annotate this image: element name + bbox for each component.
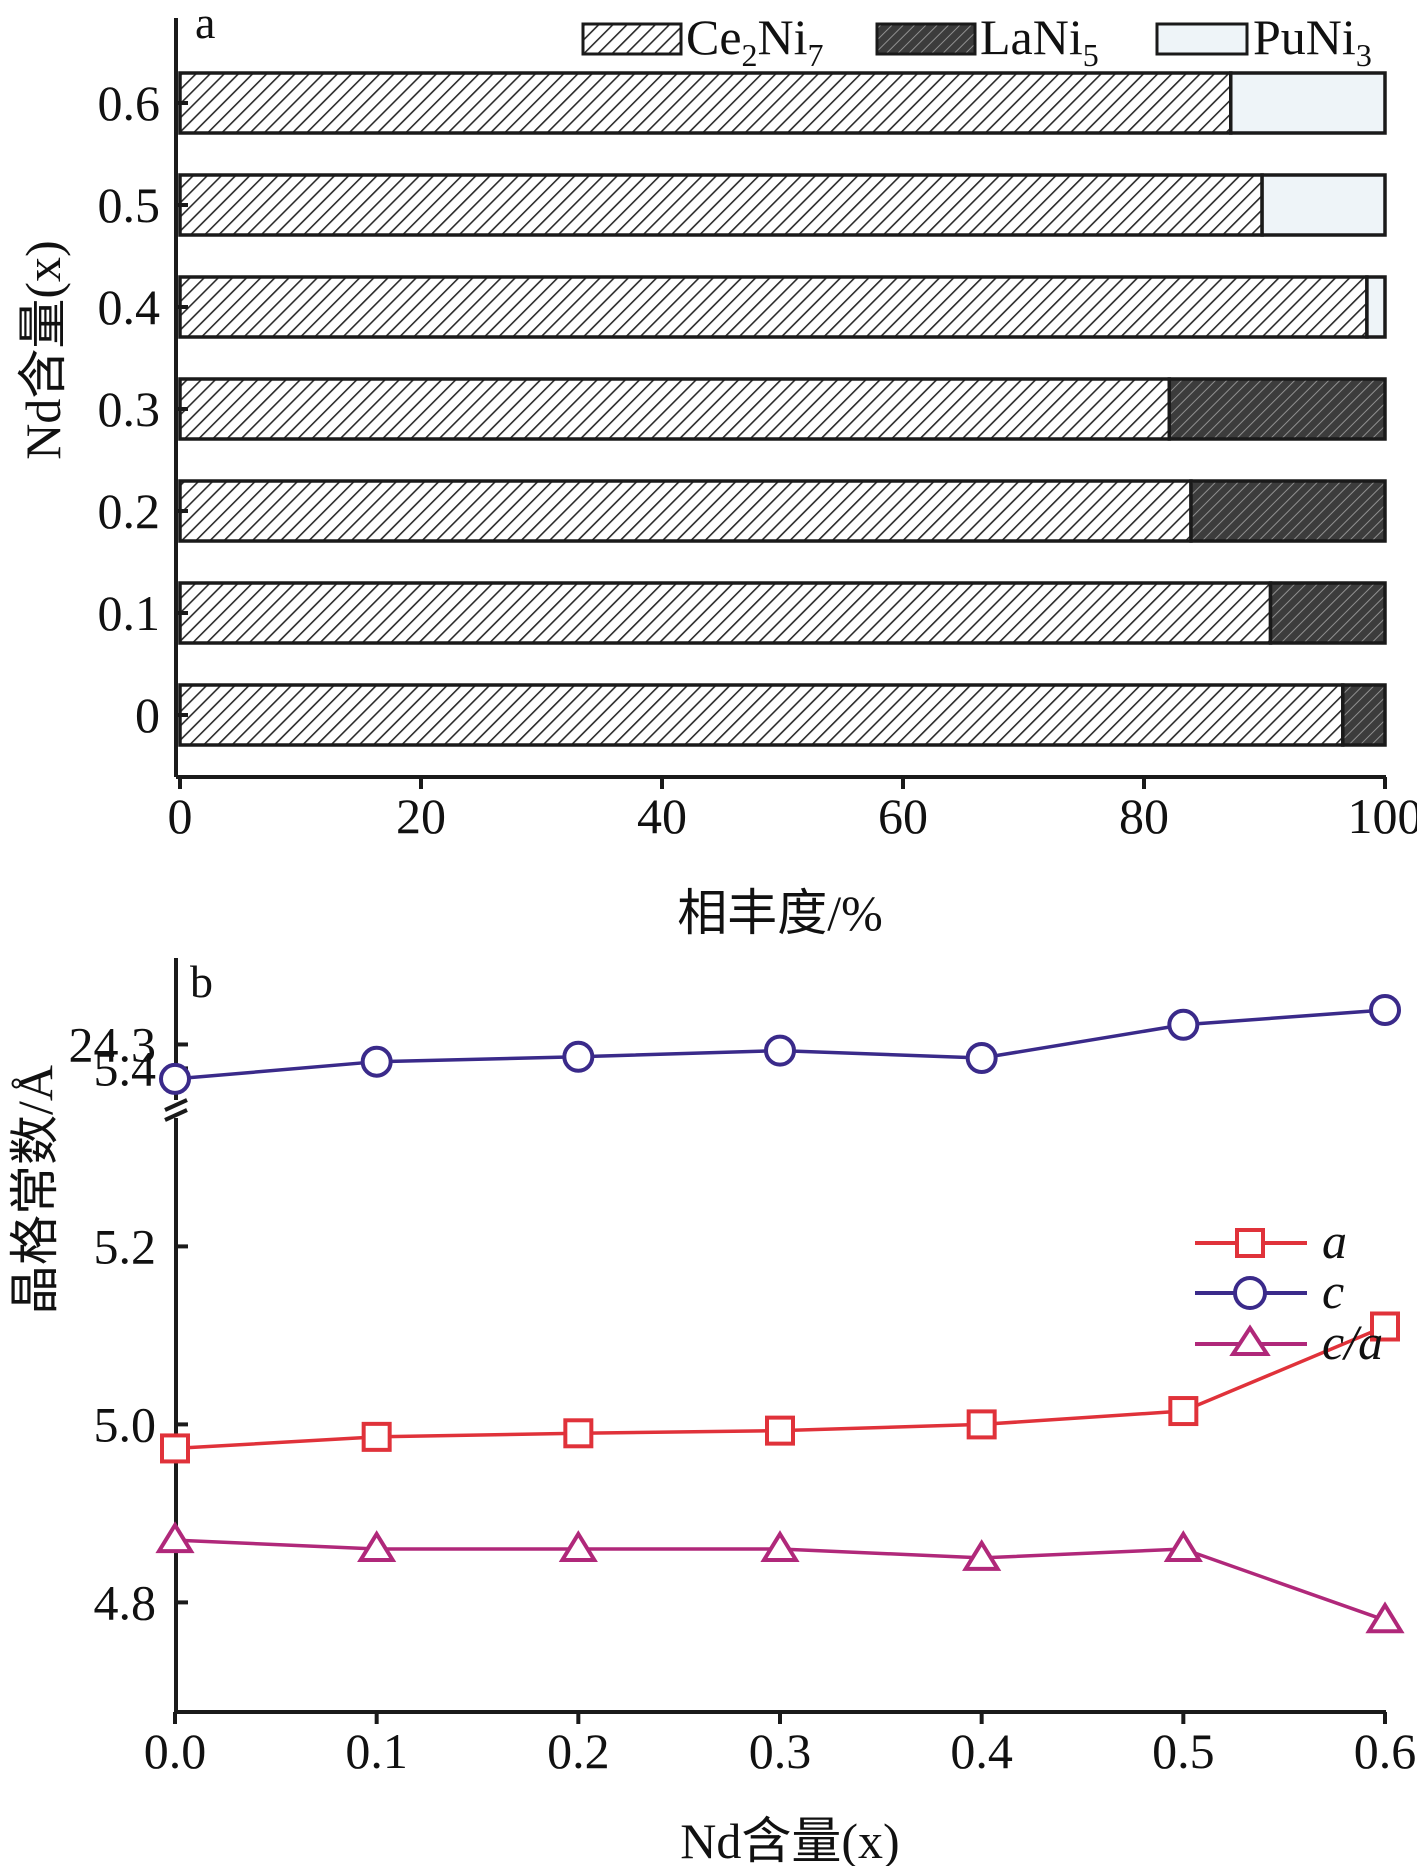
x-tick-label-b-0-1: 0.1 xyxy=(345,1723,408,1779)
axis-break-mark xyxy=(164,1108,188,1122)
x-tick-label-b-0-5: 0.5 xyxy=(1152,1723,1215,1779)
bar-lani5-0-1 xyxy=(1268,581,1387,645)
y-tick-label-a-0-2: 0.2 xyxy=(98,483,161,539)
point-c-over-a-0-1 xyxy=(357,1530,397,1562)
x-tick-label-a-20: 20 xyxy=(396,788,446,844)
series-b xyxy=(155,994,1405,1634)
point-c-over-a-0-6 xyxy=(1365,1601,1405,1634)
point-c-over-a-0-3 xyxy=(760,1530,800,1562)
point-c-0-6 xyxy=(1369,994,1401,1026)
point-c-over-a-0-2 xyxy=(558,1530,598,1562)
legend-swatch-ce2ni7 xyxy=(581,22,683,56)
x-axis-title-b: Nd含量(x) xyxy=(680,1813,899,1866)
y-tick-labels-b: 4.8 5.0 5.2 5.424.3 xyxy=(69,1016,157,1630)
x-tick-label-a-40: 40 xyxy=(637,788,687,844)
bar-lani5-0-3 xyxy=(1167,377,1387,441)
axes-b xyxy=(164,958,1387,1724)
bar-ce2ni7-0-2 xyxy=(178,479,1193,543)
x-tick-label-a-60: 60 xyxy=(878,788,928,844)
point-c-0-0 xyxy=(159,1062,191,1095)
panel-b-label: b xyxy=(190,956,213,1007)
y-axis-title-a: Nd含量(x) xyxy=(15,240,71,459)
point-c-0-5 xyxy=(1167,1008,1200,1041)
y-tick-label-b-4-8: 4.8 xyxy=(94,1574,157,1630)
y-tick-label-a-0: 0 xyxy=(135,687,160,743)
x-tick-label-b-0-4: 0.4 xyxy=(950,1723,1013,1779)
y-tick-label-a-0-1: 0.1 xyxy=(98,585,161,641)
panel-a-label: a xyxy=(195,0,215,48)
x-tick-label-b-0-2: 0.2 xyxy=(547,1723,610,1779)
phase-abundance-chart: a Ce2Ni7 LaNi5 PuNi3 0 0.1 0.2 0.3 0.4 0.5 0.6… xyxy=(15,0,1417,941)
legend-item-puni3: PuNi3 xyxy=(1155,9,1372,73)
point-c-0-1 xyxy=(360,1045,393,1078)
point-a-0-6 xyxy=(1370,1311,1400,1342)
y-tick-label-b-5-4: 5.4 xyxy=(94,1040,157,1096)
bar-ce2ni7-0-4 xyxy=(178,275,1369,339)
bar-puni3-0-5 xyxy=(1260,173,1387,237)
legend-label-c-over-a: c/a xyxy=(1322,1314,1383,1370)
bar-ce2ni7-0-6 xyxy=(178,71,1233,135)
bar-ce2ni7-0-1 xyxy=(178,581,1273,645)
point-a-0-1 xyxy=(361,1421,392,1452)
point-a-0-3 xyxy=(765,1415,795,1446)
y-tick-label-a-0-3: 0.3 xyxy=(98,381,161,437)
bar-ce2ni7-0 xyxy=(178,683,1345,747)
point-c-0-2 xyxy=(562,1040,595,1073)
point-c-over-a-0-0 xyxy=(155,1521,195,1554)
point-a-0-2 xyxy=(563,1418,594,1449)
legend-item-c-over-a: c/a xyxy=(1195,1314,1383,1370)
legend-b: a c c/a xyxy=(1195,1213,1383,1370)
point-c-over-a-0-5 xyxy=(1163,1530,1203,1562)
bar-puni3-0-4 xyxy=(1365,275,1387,339)
y-tick-label-a-0-6: 0.6 xyxy=(98,75,161,131)
point-a-0-4 xyxy=(966,1409,997,1440)
y-tick-label-a-0-5: 0.5 xyxy=(98,177,161,233)
legend-label-a: a xyxy=(1322,1213,1347,1269)
x-tick-label-b-0-0: 0.0 xyxy=(144,1723,207,1779)
y-tick-label-b-5-2: 5.2 xyxy=(94,1218,157,1274)
y-tick-labels-a: 0 0.1 0.2 0.3 0.4 0.5 0.6 xyxy=(98,75,161,743)
y-tick-label-b-5-0: 5.0 xyxy=(94,1396,157,1452)
point-c-0-3 xyxy=(764,1034,796,1067)
legend-a: Ce2Ni7 LaNi5 PuNi3 xyxy=(581,9,1372,73)
legend-item-ce2ni7: Ce2Ni7 xyxy=(581,9,824,73)
legend-item-a: a xyxy=(1195,1213,1347,1269)
x-tick-labels-a: 0 20 40 60 80 100 xyxy=(168,788,1417,844)
legend-label-ce2ni7: Ce2Ni7 xyxy=(686,9,824,73)
bars-a xyxy=(178,71,1387,747)
x-tick-label-a-0: 0 xyxy=(168,788,193,844)
legend-item-lani5: LaNi5 xyxy=(875,9,1099,73)
bar-ce2ni7-0-5 xyxy=(178,173,1264,237)
legend-swatch-puni3 xyxy=(1155,22,1249,56)
point-a-0-0 xyxy=(160,1433,190,1464)
legend-marker-circle xyxy=(1233,1276,1267,1310)
legend-swatch-lani5 xyxy=(875,22,977,56)
legend-label-lani5: LaNi5 xyxy=(980,9,1099,73)
point-c-0-4 xyxy=(965,1042,998,1074)
bar-puni3-0-6 xyxy=(1229,71,1387,135)
y-tick-label-b-24-3: 24.3 xyxy=(69,1016,157,1072)
bar-ce2ni7-0-3 xyxy=(178,377,1172,441)
point-a-0-5 xyxy=(1168,1396,1199,1427)
x-axis-title-a: 相丰度/% xyxy=(677,885,883,941)
lattice-constant-chart: b 4.8 5.0 5.2 5.424.3 0.0 0.1 0.2 0.3 0.4 0.5 0.6… xyxy=(7,956,1416,1866)
axis-break-mark xyxy=(164,1098,188,1112)
legend-item-c: c xyxy=(1195,1263,1344,1319)
legend-label-c: c xyxy=(1322,1263,1344,1319)
bar-lani5-0 xyxy=(1341,683,1387,747)
legend-marker-triangle xyxy=(1229,1324,1271,1356)
axes-a xyxy=(174,18,1387,789)
x-tick-label-b-0-3: 0.3 xyxy=(749,1723,812,1779)
legend-label-puni3: PuNi3 xyxy=(1253,9,1372,73)
x-tick-label-b-0-6: 0.6 xyxy=(1354,1723,1417,1779)
legend-marker-square xyxy=(1235,1228,1265,1258)
y-axis-title-b: 晶格常数/Å xyxy=(7,1065,63,1315)
point-c-over-a-0-4 xyxy=(962,1539,1002,1571)
x-tick-label-a-80: 80 xyxy=(1119,788,1169,844)
x-tick-label-a-100: 100 xyxy=(1348,788,1417,844)
bar-lani5-0-2 xyxy=(1189,479,1387,543)
x-tick-labels-b: 0.0 0.1 0.2 0.3 0.4 0.5 0.6 xyxy=(144,1723,1417,1779)
y-tick-label-a-0-4: 0.4 xyxy=(98,279,161,335)
